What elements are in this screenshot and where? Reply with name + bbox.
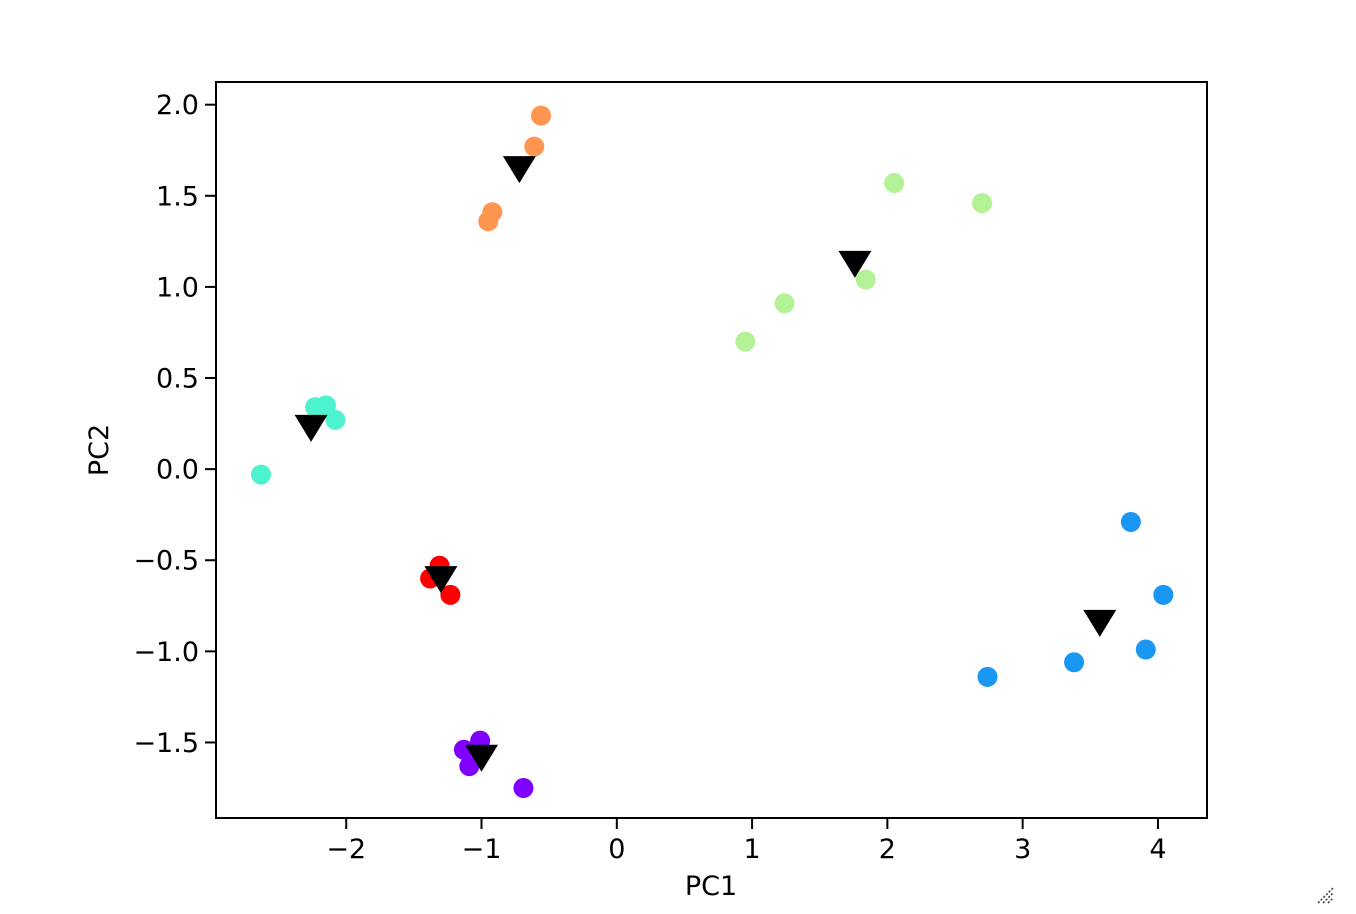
- x-tick-label: 3: [1014, 834, 1031, 865]
- point-cluster-blue: [977, 666, 998, 687]
- centroid-cluster-green: [838, 250, 872, 278]
- y-tick-label: 1.5: [156, 181, 199, 212]
- centroid-cluster-blue: [1083, 609, 1117, 637]
- point-cluster-teal: [250, 464, 271, 485]
- point-cluster-green: [972, 193, 993, 214]
- y-tick-label: −1.5: [133, 728, 199, 759]
- x-tick-label: −2: [326, 834, 366, 865]
- y-tick-label: 1.0: [156, 272, 199, 303]
- point-cluster-teal: [315, 395, 336, 416]
- y-tick-label: −0.5: [133, 546, 199, 577]
- point-cluster-orange: [478, 211, 499, 232]
- x-axis-label: PC1: [685, 871, 737, 902]
- point-cluster-green: [884, 173, 905, 194]
- centroid-cluster-orange: [502, 156, 536, 184]
- x-tick-label: 4: [1149, 834, 1166, 865]
- point-cluster-blue: [1064, 652, 1085, 673]
- point-cluster-red: [440, 584, 461, 605]
- y-tick-label: 0.5: [156, 364, 199, 395]
- centroid-cluster-teal: [294, 414, 328, 442]
- x-tick-label: 2: [879, 834, 896, 865]
- point-cluster-green: [774, 293, 795, 314]
- point-cluster-blue: [1153, 584, 1174, 605]
- point-cluster-purple: [513, 778, 534, 799]
- point-cluster-orange: [531, 105, 552, 126]
- point-cluster-green: [735, 331, 756, 352]
- point-cluster-blue: [1120, 511, 1141, 532]
- y-axis-label: PC2: [84, 424, 115, 476]
- x-tick-label: −1: [462, 834, 502, 865]
- centroid-cluster-red: [424, 566, 458, 594]
- resize-grip-icon[interactable]: [1317, 887, 1334, 904]
- point-cluster-orange: [524, 136, 545, 157]
- plot-border: [215, 81, 1208, 819]
- point-cluster-purple: [459, 756, 480, 777]
- x-tick-label: 0: [608, 834, 625, 865]
- y-tick-label: 0.0: [156, 455, 199, 486]
- y-tick-label: 2.0: [156, 90, 199, 121]
- point-cluster-blue: [1135, 639, 1156, 660]
- x-tick-label: 1: [743, 834, 760, 865]
- point-cluster-teal: [325, 409, 346, 430]
- point-cluster-green: [855, 269, 876, 290]
- y-tick-label: −1.0: [133, 637, 199, 668]
- centroid-cluster-purple: [465, 744, 499, 772]
